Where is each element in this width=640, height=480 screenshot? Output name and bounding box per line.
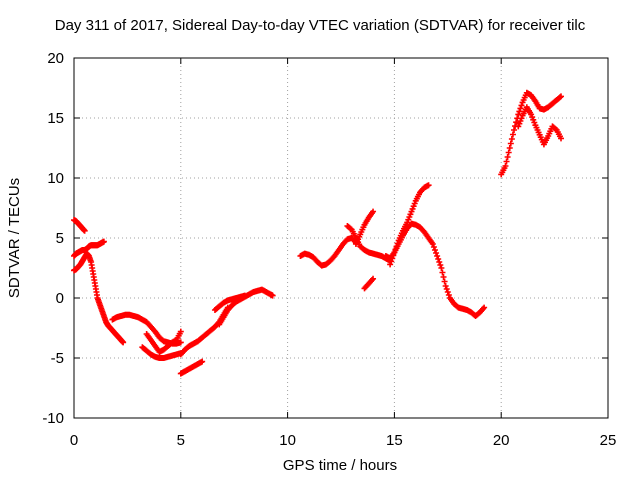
y-tick-label: 0 [56, 290, 64, 307]
data-point [177, 339, 184, 346]
series-track-7 [177, 304, 231, 358]
series-track-17 [498, 89, 565, 178]
data-point [241, 292, 248, 299]
series-track-18 [515, 104, 565, 148]
data-point [439, 269, 446, 276]
x-tick-label: 0 [70, 432, 78, 449]
y-tick-label: -5 [51, 350, 64, 367]
x-tick-label: 10 [279, 432, 296, 449]
data-point [556, 94, 563, 101]
x-tick-label: 20 [493, 432, 510, 449]
data-point [425, 182, 432, 189]
data-point [558, 135, 565, 142]
data-point [509, 131, 516, 138]
data-point [199, 358, 206, 365]
data-point [508, 136, 515, 142]
series-track-9 [216, 286, 276, 328]
series-track-14 [361, 275, 377, 292]
series-track-6 [143, 328, 184, 355]
y-tick-label: 20 [47, 50, 64, 67]
data-point [81, 227, 88, 234]
data-point [503, 158, 510, 165]
data-point [435, 256, 442, 262]
data-point [433, 250, 440, 256]
data-point [441, 278, 448, 285]
series-track-8 [177, 358, 206, 377]
data-point [444, 289, 451, 295]
data-point [438, 265, 445, 271]
data-point [391, 249, 398, 256]
data-point [436, 259, 443, 265]
data-point [437, 262, 444, 268]
data-point [481, 304, 488, 311]
series-track-16 [387, 182, 432, 268]
data-point [434, 253, 441, 259]
data-point [513, 119, 520, 126]
data-point [392, 246, 399, 253]
data-point [518, 102, 525, 109]
series-track-11 [297, 235, 359, 269]
data-point [387, 261, 394, 268]
data-point [511, 127, 518, 133]
data-point [269, 292, 276, 299]
data-point [443, 286, 450, 292]
data-point [389, 255, 396, 262]
data-point [502, 163, 509, 169]
data-point [120, 339, 127, 346]
data-point [177, 328, 184, 335]
series-track-13 [352, 208, 377, 247]
y-tick-label: 5 [56, 230, 64, 247]
tick-labels: 0 5 10 15 20 25 -10 -5 0 5 10 15 20 [42, 50, 616, 449]
data-point [517, 105, 524, 112]
x-axis-label: GPS time / hours [283, 457, 397, 474]
x-tick-label: 5 [177, 432, 185, 449]
data-marks [71, 89, 565, 377]
data-point [370, 275, 377, 282]
data-point [442, 283, 449, 289]
data-point [515, 111, 522, 118]
y-tick-label: 10 [47, 170, 64, 187]
data-point [430, 244, 437, 250]
data-point [393, 243, 400, 250]
data-point [394, 240, 401, 247]
chart-title: Day 311 of 2017, Sidereal Day-to-day VTE… [55, 17, 586, 34]
data-point [505, 149, 512, 156]
data-point [504, 154, 511, 160]
series-track-10 [211, 292, 248, 313]
data-point [558, 93, 565, 100]
x-tick-label: 15 [386, 432, 403, 449]
series-track-1 [71, 217, 88, 234]
data-point [100, 238, 107, 245]
data-point [431, 247, 438, 253]
data-point [506, 145, 513, 151]
data-point [445, 292, 452, 298]
data-point [429, 241, 436, 247]
data-point [390, 252, 397, 259]
x-tick-label: 25 [600, 432, 617, 449]
data-point [480, 305, 487, 312]
y-tick-label: 15 [47, 110, 64, 127]
series-track-3 [71, 250, 127, 346]
axis-ticks [73, 57, 609, 419]
y-tick-label: -10 [42, 410, 64, 427]
data-point [516, 108, 523, 115]
y-axis-label: SDTVAR / TECUs [6, 178, 23, 298]
data-point [507, 140, 514, 147]
data-point [370, 208, 377, 215]
data-point [440, 274, 447, 280]
data-point [388, 258, 395, 265]
